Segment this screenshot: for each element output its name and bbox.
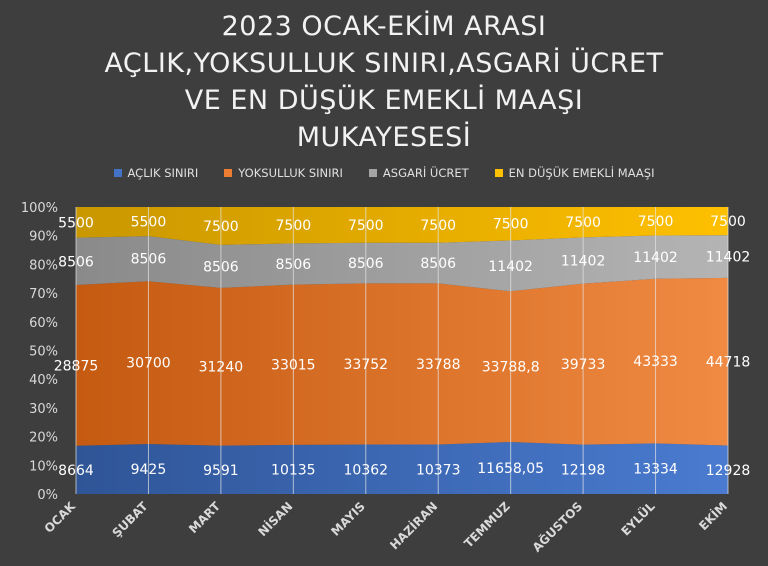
y-tick-label: 100% — [21, 201, 58, 216]
data-label-emekli: 7500 — [276, 218, 312, 234]
x-tick-label: HAZİRAN — [387, 499, 441, 553]
data-label-yoksulluk: 28875 — [54, 358, 99, 374]
y-tick-label: 10% — [29, 459, 58, 474]
data-label-yoksulluk: 31240 — [199, 360, 244, 376]
data-label-emekli: 5500 — [131, 215, 167, 231]
data-label-yoksulluk: 33788 — [416, 357, 461, 373]
data-label-aclik: 13334 — [633, 462, 678, 478]
area-yoksulluk — [76, 277, 728, 446]
data-label-emekli: 7500 — [710, 214, 746, 230]
data-label-asgari: 8506 — [276, 257, 312, 273]
legend-label-aclik: AÇLIK SINIRI — [127, 166, 199, 180]
y-tick-label: 80% — [29, 258, 58, 273]
y-tick-label: 40% — [29, 373, 58, 388]
legend-item-asgari: ASGARİ ÜCRET — [368, 166, 469, 180]
data-label-aclik: 12198 — [561, 462, 606, 478]
data-label-asgari: 8506 — [203, 259, 239, 275]
data-label-aclik: 10373 — [416, 462, 461, 478]
y-tick-label: 30% — [29, 402, 58, 417]
data-label-aclik: 11658,05 — [477, 461, 544, 477]
data-label-emekli: 7500 — [348, 218, 384, 234]
data-label-aclik: 8664 — [58, 463, 94, 479]
data-label-aclik: 9425 — [131, 462, 167, 478]
area-aclik — [76, 442, 728, 494]
data-label-aclik: 9591 — [203, 463, 239, 479]
data-label-yoksulluk: 43333 — [633, 354, 678, 370]
data-label-yoksulluk: 33015 — [271, 358, 316, 374]
x-tick-label: EYLÜL — [618, 498, 658, 538]
x-tick-label: NİSAN — [255, 499, 296, 540]
legend-label-asgari: ASGARİ ÜCRET — [382, 166, 469, 180]
x-tick-label: MAYIS — [328, 499, 368, 539]
legend-label-emekli: EN DÜŞÜK EMEKLİ MAAŞI — [508, 166, 655, 180]
y-tick-label: 90% — [29, 230, 58, 245]
data-label-yoksulluk: 39733 — [561, 357, 606, 373]
title-line-3: VE EN DÜŞÜK EMEKLİ MAAŞI — [184, 85, 584, 116]
area-layer — [76, 207, 728, 494]
legend-item-yoksulluk: YOKSULLUK SINIRI — [224, 166, 343, 180]
x-tick-label: EKİM — [696, 499, 731, 534]
legend-swatch-emekli — [494, 169, 503, 177]
x-tick-label: TEMMUZ — [461, 499, 513, 551]
title-line-4: MUKAYESESİ — [296, 122, 472, 153]
data-label-yoksulluk: 33788,8 — [482, 360, 540, 376]
x-tick-label: MART — [186, 499, 223, 536]
y-tick-label: 70% — [29, 287, 58, 302]
data-label-aclik: 12928 — [706, 463, 751, 479]
data-label-aclik: 10135 — [271, 462, 316, 478]
data-label-asgari: 8506 — [348, 256, 384, 272]
legend-swatch-asgari — [368, 169, 377, 177]
data-label-emekli: 7500 — [203, 219, 239, 235]
data-label-asgari: 11402 — [561, 253, 606, 269]
title-line-1: 2023 OCAK-EKİM ARASI — [221, 11, 547, 42]
data-label-emekli: 7500 — [420, 218, 456, 234]
y-tick-label: 0% — [37, 488, 58, 503]
grid-layer — [75, 207, 729, 494]
legend-label-yoksulluk: YOKSULLUK SINIRI — [238, 166, 343, 180]
chart-legend: AÇLIK SINIRI YOKSULLUK SINIRI ASGARİ ÜCR… — [0, 166, 768, 180]
x-tick-label: OCAK — [42, 499, 79, 536]
data-label-asgari: 8506 — [58, 254, 94, 270]
data-label-asgari: 8506 — [131, 252, 167, 268]
data-label-emekli: 7500 — [493, 217, 529, 233]
legend-swatch-aclik — [113, 169, 122, 177]
data-label-aclik: 10362 — [344, 462, 389, 478]
legend-swatch-yoksulluk — [224, 169, 233, 177]
data-label-emekli: 7500 — [638, 214, 674, 230]
chart-title: 2023 OCAK-EKİM ARASI AÇLIK,YOKSULLUK SIN… — [0, 8, 768, 156]
legend-item-aclik: AÇLIK SINIRI — [113, 166, 199, 180]
title-line-2: AÇLIK,YOKSULLUK SINIRI,ASGARİ ÜCRET — [104, 48, 664, 79]
area-emekli — [76, 207, 728, 245]
data-label-asgari: 11402 — [488, 259, 533, 275]
data-label-yoksulluk: 44718 — [706, 355, 751, 371]
area-asgari — [76, 235, 728, 292]
data-label-yoksulluk: 33752 — [344, 357, 389, 373]
x-tick-label: ŞUBAT — [109, 499, 151, 541]
data-label-asgari: 11402 — [706, 249, 751, 265]
data-label-layer: 8664 9425 9591 10135 10362 10373 11658,05 12198… — [54, 214, 751, 479]
legend-item-emekli: EN DÜŞÜK EMEKLİ MAAŞI — [494, 166, 655, 180]
data-label-emekli: 7500 — [565, 215, 601, 231]
y-tick-label: 60% — [29, 316, 58, 331]
y-tick-label: 20% — [29, 431, 58, 446]
data-label-asgari: 8506 — [420, 256, 456, 272]
y-tick-label: 50% — [29, 345, 58, 360]
data-label-yoksulluk: 30700 — [126, 356, 171, 372]
data-label-asgari: 11402 — [633, 250, 678, 266]
x-tick-label: AĞUSTOS — [529, 499, 585, 555]
data-label-emekli: 5500 — [58, 215, 94, 231]
